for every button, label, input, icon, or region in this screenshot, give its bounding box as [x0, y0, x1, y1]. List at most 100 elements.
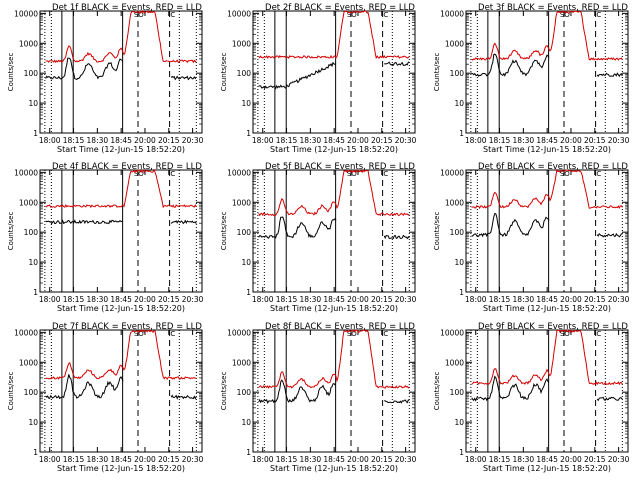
x-tick-label: 20:30	[608, 136, 630, 145]
y-tick-label: 1	[459, 129, 464, 138]
y-tick-label: 1000	[19, 39, 38, 48]
y-tick-label: 100	[450, 69, 465, 78]
x-tick-label: 20:30	[608, 455, 630, 464]
x-tick-label: 18:30	[513, 295, 535, 304]
x-tick-label: 18:15	[276, 455, 298, 464]
so-marker: SO	[560, 330, 570, 338]
x-axis-label: Start Time (12-Jun-15 18:52:20)	[270, 145, 398, 154]
c-marker: C	[596, 170, 601, 178]
x-tick-label: 18:15	[63, 136, 85, 145]
y-axis-label: Counts/sec	[220, 372, 228, 411]
y-tick-label: 100	[24, 228, 39, 237]
y-tick-label: 1000	[445, 358, 464, 367]
y-tick-label: 1	[33, 288, 38, 297]
y-tick-label: 1	[33, 448, 38, 457]
c-marker: C	[383, 170, 388, 178]
x-tick-label: 20:15	[371, 136, 393, 145]
events-series-line	[471, 53, 623, 78]
detector-plot-8: Det 8f BLACK = Events, RED = LLD 1 10 100 10…	[220, 322, 417, 473]
y-tick-label: 1	[246, 288, 251, 297]
y-tick-label: 10	[28, 99, 38, 108]
c-marker: C	[170, 11, 175, 19]
y-tick-label: 10000	[440, 9, 464, 18]
y-tick-label: 1	[33, 129, 38, 138]
plot-frame	[465, 329, 629, 453]
y-tick-label: 10	[28, 258, 38, 267]
x-tick-label: 20:30	[182, 136, 204, 145]
events-series-line	[471, 375, 623, 402]
x-tick-label: 18:30	[87, 455, 109, 464]
y-tick-label: 10	[241, 418, 251, 427]
y-axis-label: Counts/sec	[7, 372, 15, 411]
y-axis-label: Counts/sec	[7, 212, 15, 251]
y-tick-label: 1000	[232, 358, 251, 367]
y-tick-label: 1000	[232, 198, 251, 207]
x-tick-label: 20:15	[584, 136, 606, 145]
x-tick-label: 20:00	[560, 455, 582, 464]
x-tick-label: 20:00	[347, 295, 369, 304]
y-tick-label: 1	[459, 448, 464, 457]
plot-frame	[465, 169, 629, 293]
so-marker: SO	[347, 330, 357, 338]
detector-plot-4: Det 4f BLACK = Events, RED = LLD 1 10 100 10…	[7, 162, 204, 313]
lld-series-line	[45, 10, 197, 64]
c-marker: C	[596, 330, 601, 338]
y-tick-label: 100	[237, 388, 252, 397]
detector-plot-1: Det 1f BLACK = Events, RED = LLD 1 10 100 10…	[7, 3, 204, 154]
x-axis-label: Start Time (12-Jun-15 18:52:20)	[483, 464, 611, 473]
x-tick-label: 18:45	[536, 136, 558, 145]
y-tick-label: 10000	[14, 9, 38, 18]
so-marker: SO	[560, 170, 570, 178]
events-series-line	[258, 216, 410, 240]
x-tick-label: 18:15	[276, 295, 298, 304]
plot-frame	[252, 10, 416, 134]
detector-plot-5: Det 5f BLACK = Events, RED = LLD 1 10 100 10…	[220, 162, 417, 313]
detector-plot-7: Det 7f BLACK = Events, RED = LLD 1 10 100 10…	[7, 322, 204, 473]
x-tick-label: 18:15	[489, 295, 511, 304]
x-tick-label: 18:00	[252, 136, 274, 145]
y-tick-label: 1000	[445, 198, 464, 207]
x-tick-label: 18:30	[513, 136, 535, 145]
plot-title: Det 7f BLACK = Events, RED = LLD	[52, 322, 202, 332]
lld-series-line	[258, 169, 410, 217]
lld-series-line	[45, 329, 197, 381]
y-tick-label: 10000	[14, 168, 38, 177]
y-axis-label: Counts/sec	[433, 372, 441, 411]
y-tick-label: 1000	[19, 358, 38, 367]
x-tick-label: 18:15	[489, 136, 511, 145]
so-marker: SO	[347, 170, 357, 178]
plot-frame	[39, 169, 203, 293]
y-tick-label: 1000	[19, 198, 38, 207]
y-axis-label: Counts/sec	[433, 212, 441, 251]
x-tick-label: 20:00	[560, 295, 582, 304]
x-axis-label: Start Time (12-Jun-15 18:52:20)	[483, 304, 611, 313]
y-tick-label: 10000	[14, 328, 38, 337]
y-axis-label: Counts/sec	[220, 212, 228, 251]
events-series-line	[45, 374, 197, 400]
c-marker: C	[383, 11, 388, 19]
y-tick-label: 1	[246, 129, 251, 138]
x-tick-label: 20:00	[347, 136, 369, 145]
x-tick-label: 18:15	[63, 295, 85, 304]
plot-title: Det 2f BLACK = Events, RED = LLD	[265, 3, 415, 13]
x-tick-label: 20:15	[158, 455, 180, 464]
x-tick-label: 20:15	[371, 295, 393, 304]
x-tick-label: 18:45	[110, 136, 132, 145]
x-tick-label: 18:15	[489, 455, 511, 464]
x-tick-label: 20:15	[371, 455, 393, 464]
detector-plot-2: Det 2f BLACK = Events, RED = LLD 1 10 100 10…	[220, 3, 417, 154]
so-marker: SO	[134, 11, 144, 19]
x-axis-label: Start Time (12-Jun-15 18:52:20)	[270, 304, 398, 313]
x-tick-label: 18:45	[536, 295, 558, 304]
plot-frame	[39, 10, 203, 134]
x-tick-label: 20:00	[347, 455, 369, 464]
x-axis-label: Start Time (12-Jun-15 18:52:20)	[57, 304, 185, 313]
x-tick-label: 18:00	[465, 455, 487, 464]
x-tick-label: 18:45	[323, 455, 345, 464]
x-axis-label: Start Time (12-Jun-15 18:52:20)	[270, 464, 398, 473]
y-axis-label: Counts/sec	[220, 53, 228, 92]
plot-title: Det 1f BLACK = Events, RED = LLD	[52, 3, 202, 13]
x-tick-label: 20:15	[158, 136, 180, 145]
events-series-line	[45, 219, 197, 225]
x-tick-label: 18:15	[276, 136, 298, 145]
